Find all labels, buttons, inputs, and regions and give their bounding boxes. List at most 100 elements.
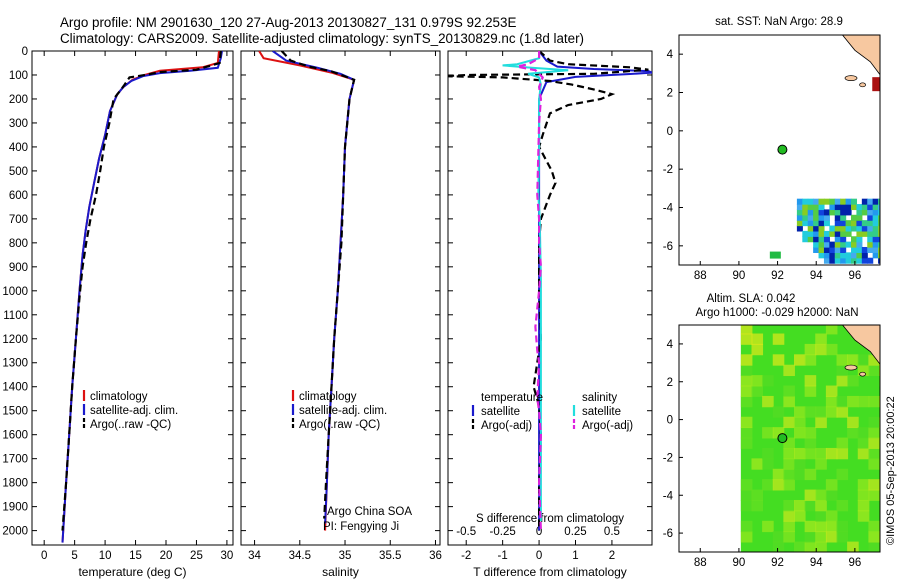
sst-map-ytick-label: -4 xyxy=(663,203,674,215)
sst-cell xyxy=(840,220,847,227)
sst-cell xyxy=(851,241,858,248)
sst-cell xyxy=(834,252,841,259)
sst-cell xyxy=(829,209,836,216)
sst-map-argo-marker xyxy=(777,144,788,155)
sla-map-title-line1: Altim. SLA: 0.042 xyxy=(707,293,796,305)
depth-tick-label: 1200 xyxy=(2,334,28,346)
sla-cell xyxy=(825,531,838,543)
sla-cell xyxy=(740,364,753,377)
sla-map-xtick-label: 96 xyxy=(848,557,861,569)
sst-map-xtick-label: 94 xyxy=(810,270,823,282)
sla-cell xyxy=(793,510,806,522)
sla-cell xyxy=(857,510,870,522)
sst-cell xyxy=(867,246,874,253)
sst-cell xyxy=(834,236,841,243)
sst-cell xyxy=(829,230,836,237)
depth-tick-label: 500 xyxy=(9,166,28,178)
sst-cell xyxy=(856,257,863,264)
sst-cell xyxy=(813,225,820,232)
diff-legend-label: Argo(-adj) xyxy=(582,420,633,432)
sla-cell xyxy=(783,447,795,460)
sla-cell xyxy=(762,458,774,470)
diff-legend-label: Argo(-adj) xyxy=(481,420,532,432)
sla-cell xyxy=(836,354,849,366)
sst-cell xyxy=(867,225,874,232)
sst-cell xyxy=(823,198,830,205)
sst-cell xyxy=(834,246,841,253)
depth-tick-label: 1900 xyxy=(2,502,28,514)
diff-legend-header-temperature: temperature xyxy=(481,392,543,404)
sst-cell xyxy=(802,214,809,221)
sst-cell xyxy=(813,230,820,237)
sla-cell xyxy=(793,427,806,439)
title-line-1: Argo profile: NM 2901630_120 27-Aug-2013… xyxy=(60,15,516,30)
temp-legend-label: climatology xyxy=(90,391,148,403)
sst-cell xyxy=(834,230,841,237)
sst-cell xyxy=(813,246,820,253)
sst-cell xyxy=(807,225,814,232)
sst-cell xyxy=(878,198,880,205)
sst-map-land xyxy=(841,35,880,76)
sst-cell xyxy=(878,220,880,227)
diff-secondary-tick-label: 0.5 xyxy=(604,526,620,538)
sla-cell xyxy=(868,541,880,552)
sla-cell xyxy=(772,531,785,543)
imos-stamp: ©IMOS 05-Sep-2013 20:00:22 xyxy=(885,396,897,545)
sst-cell xyxy=(867,220,874,227)
sal-xlabel: salinity xyxy=(322,565,359,579)
sla-cell xyxy=(857,489,870,501)
diff-xtick-label: -2 xyxy=(461,550,471,562)
sst-cell xyxy=(861,246,868,253)
sla-cell xyxy=(751,375,764,387)
sla-cell xyxy=(815,333,827,345)
sst-cell xyxy=(802,220,809,227)
sst-cell xyxy=(796,220,803,227)
sst-cell xyxy=(872,230,879,237)
sst-cell xyxy=(872,225,879,232)
sla-cell xyxy=(740,395,753,408)
sla-cell xyxy=(825,447,838,460)
sla-cell xyxy=(847,416,859,429)
sla-cell xyxy=(815,499,827,512)
sla-cell xyxy=(868,458,880,470)
sst-cell xyxy=(818,209,825,216)
sal-xtick-label: 36 xyxy=(429,550,442,562)
sst-cell xyxy=(840,225,847,232)
temp-legend-label: satellite-adj. clim. xyxy=(90,405,178,417)
diff-secondary-tick-label: 0 xyxy=(536,526,542,538)
sst-cell-isolated xyxy=(769,251,781,259)
sst-cell xyxy=(813,214,820,221)
sla-cell xyxy=(772,333,785,345)
sla-map-ytick-label: 2 xyxy=(667,377,673,389)
sst-cell xyxy=(818,204,825,211)
sla-cell xyxy=(772,541,785,552)
temp-xtick-label: 20 xyxy=(160,550,173,562)
sla-cell xyxy=(751,385,764,397)
sst-cell xyxy=(861,252,868,259)
sst-cell xyxy=(851,225,858,232)
diff-frame xyxy=(447,50,653,546)
sst-cell xyxy=(813,241,820,248)
temp-xtick-label: 10 xyxy=(99,550,112,562)
sst-cell xyxy=(840,198,847,205)
title-line-2: Climatology: CARS2009. Satellite-adjuste… xyxy=(60,31,584,46)
sla-cell xyxy=(751,333,764,345)
sla-cell xyxy=(804,447,817,460)
sst-cell xyxy=(867,241,874,248)
sst-cell xyxy=(878,257,880,264)
sst-cell xyxy=(867,230,874,237)
sst-cell xyxy=(856,252,863,259)
sst-cell xyxy=(807,214,814,221)
sst-cell xyxy=(851,204,858,211)
sla-map-title-line2: Argo h1000: -0.029 h2000: NaN xyxy=(695,307,858,319)
sla-cell xyxy=(836,375,849,387)
sla-cell xyxy=(740,385,753,397)
sla-cell xyxy=(836,520,849,533)
sla-cell xyxy=(825,489,838,501)
diff-series-salinity-satellite xyxy=(502,51,569,521)
sst-cell xyxy=(829,257,836,264)
sla-cell xyxy=(783,468,795,481)
sst-cell xyxy=(861,198,868,205)
sla-cell xyxy=(793,354,806,366)
